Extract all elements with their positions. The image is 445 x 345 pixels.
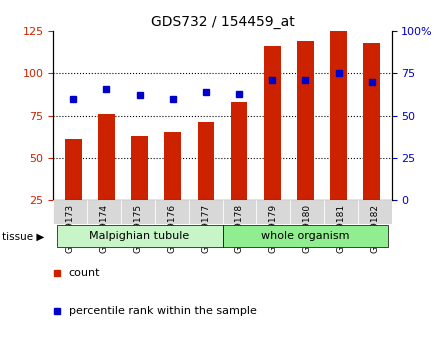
- Title: GDS732 / 154459_at: GDS732 / 154459_at: [150, 14, 295, 29]
- Text: whole organism: whole organism: [261, 231, 350, 241]
- Bar: [121, 200, 155, 224]
- Bar: [165, 132, 181, 200]
- Bar: [231, 102, 247, 200]
- Bar: [264, 46, 280, 200]
- Bar: [297, 83, 314, 242]
- Text: GSM29182: GSM29182: [370, 204, 379, 253]
- Bar: [198, 122, 214, 200]
- Bar: [330, 43, 347, 242]
- Text: GSM29180: GSM29180: [303, 204, 312, 253]
- Bar: [256, 200, 290, 224]
- Bar: [264, 89, 280, 242]
- Text: GSM29179: GSM29179: [269, 204, 278, 253]
- Bar: [65, 181, 81, 242]
- Text: GSM29176: GSM29176: [167, 204, 176, 253]
- Bar: [231, 144, 247, 242]
- Bar: [98, 114, 115, 200]
- Text: GSM29173: GSM29173: [66, 204, 75, 253]
- Bar: [131, 178, 148, 242]
- Bar: [222, 200, 256, 224]
- Text: Malpighian tubule: Malpighian tubule: [89, 231, 190, 241]
- Bar: [290, 200, 324, 224]
- Bar: [87, 200, 121, 224]
- Bar: [358, 200, 392, 224]
- Bar: [330, 1, 347, 200]
- Bar: [57, 226, 222, 247]
- Text: tissue ▶: tissue ▶: [2, 231, 44, 241]
- Bar: [189, 200, 222, 224]
- Bar: [155, 200, 189, 224]
- Text: GSM29181: GSM29181: [336, 204, 345, 253]
- Text: GSM29175: GSM29175: [134, 204, 142, 253]
- Text: GSM29177: GSM29177: [201, 204, 210, 253]
- Bar: [297, 41, 314, 200]
- Bar: [364, 85, 380, 242]
- Text: count: count: [69, 268, 100, 278]
- Bar: [65, 139, 81, 200]
- Bar: [324, 200, 358, 224]
- Bar: [222, 226, 388, 247]
- Bar: [53, 200, 87, 224]
- Text: percentile rank within the sample: percentile rank within the sample: [69, 306, 256, 315]
- Bar: [165, 175, 181, 242]
- Bar: [364, 43, 380, 200]
- Bar: [198, 165, 214, 242]
- Bar: [98, 156, 115, 242]
- Bar: [131, 136, 148, 200]
- Text: GSM29174: GSM29174: [100, 204, 109, 253]
- Text: GSM29178: GSM29178: [235, 204, 244, 253]
